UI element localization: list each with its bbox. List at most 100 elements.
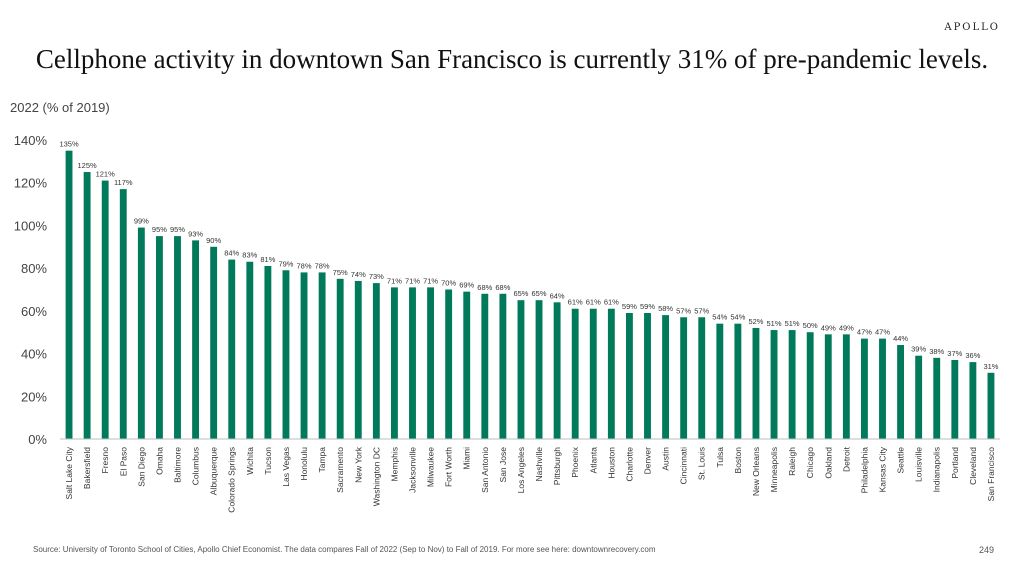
value-label: 125%	[78, 161, 98, 170]
x-tick-label: Bakersfield	[82, 447, 92, 489]
bar	[553, 302, 561, 439]
x-tick-label: Portland	[950, 447, 960, 479]
bar	[680, 317, 688, 439]
x-tick-label: Oakland	[823, 447, 833, 479]
value-label: 68%	[495, 283, 510, 292]
x-tick-label: San Diego	[136, 447, 146, 487]
x-tick-labels: Salt Lake City Bakersfield Fresno El Paso Sa…	[64, 446, 996, 512]
value-labels: 135%125%121%117%99%95% 95% 93%90%84% 83% 81%…	[59, 140, 998, 371]
bar	[300, 272, 308, 439]
bar	[65, 150, 73, 439]
bar	[282, 270, 290, 439]
x-tick-label: Boston	[733, 447, 743, 474]
y-tick-label: 20%	[21, 389, 47, 404]
bars	[65, 150, 995, 440]
value-label: 90%	[206, 236, 221, 245]
value-label: 95%	[152, 225, 167, 234]
bar	[155, 236, 163, 439]
value-label: 81%	[260, 255, 275, 264]
value-label: 99%	[134, 217, 149, 226]
x-tick-label: Phoenix	[570, 446, 580, 477]
x-tick-label: Kansas City	[878, 446, 888, 492]
bar	[445, 289, 453, 439]
x-tick-label: Raleigh	[787, 447, 797, 476]
y-tick-label: 0%	[28, 432, 47, 447]
bar	[589, 308, 597, 439]
x-tick-label: Washington DC	[371, 447, 381, 506]
x-tick-label: Omaha	[154, 447, 164, 475]
x-tick-label: Philadelphia	[859, 447, 869, 494]
value-label: 71%	[387, 276, 402, 285]
source-note: Source: University of Toronto School of …	[33, 545, 656, 554]
bar	[372, 283, 380, 439]
value-label: 47%	[857, 328, 872, 337]
bar	[354, 280, 362, 439]
x-tick-label: Fort Worth	[444, 447, 454, 487]
bar	[427, 287, 435, 439]
value-label: 47%	[875, 328, 890, 337]
x-tick-label: Seattle	[896, 447, 906, 474]
x-tick-label: San Francisco	[986, 447, 996, 502]
x-tick-label: Pittsburgh	[552, 447, 562, 486]
x-tick-label: San Jose	[498, 447, 508, 483]
x-tick-label: Colorado Springs	[227, 447, 237, 513]
x-tick-label: El Paso	[118, 447, 128, 477]
x-tick-label: Las Vegas	[281, 447, 291, 487]
x-tick-label: Denver	[643, 447, 653, 475]
value-label: 37%	[947, 349, 962, 358]
value-label: 117%	[114, 178, 133, 187]
bar	[318, 272, 326, 439]
x-tick-label: Chicago	[805, 447, 815, 478]
value-label: 54%	[712, 313, 727, 322]
x-tick-label: Tucson	[263, 447, 273, 475]
bar	[571, 308, 579, 439]
value-label: 54%	[730, 313, 745, 322]
x-tick-label: San Antonio	[480, 447, 490, 493]
value-label: 57%	[676, 306, 691, 315]
value-label: 69%	[459, 281, 474, 290]
x-tick-label: Fresno	[100, 447, 110, 474]
x-tick-label: Albuquerque	[209, 447, 219, 495]
x-tick-label: Honolulu	[299, 447, 309, 481]
bar	[119, 189, 127, 439]
bar	[951, 359, 959, 439]
bar	[336, 278, 344, 439]
bar	[210, 246, 218, 439]
value-label: 65%	[513, 289, 528, 298]
bar	[824, 334, 832, 439]
value-label: 49%	[821, 323, 836, 332]
value-label: 59%	[640, 302, 655, 311]
value-label: 71%	[423, 276, 438, 285]
x-tick-label: St. Louis	[697, 447, 707, 480]
value-label: 65%	[532, 289, 547, 298]
y-tick-label: 100%	[14, 218, 48, 233]
page-number: 249	[978, 545, 994, 555]
x-tick-label: Columbus	[191, 447, 201, 485]
y-axis-label: 2022 (% of 2019)	[10, 100, 110, 115]
bar	[698, 317, 706, 439]
value-label: 52%	[748, 317, 763, 326]
x-tick-label: Tulsa	[715, 447, 725, 468]
x-tick-label: Salt Lake City	[64, 446, 74, 499]
bar	[752, 327, 760, 439]
value-label: 36%	[965, 351, 980, 360]
x-tick-label: Sacramento	[335, 447, 345, 493]
bar	[83, 172, 91, 440]
brand-logo: APOLLO	[944, 22, 1000, 33]
value-label: 31%	[983, 362, 998, 371]
x-tick-label: Louisville	[914, 447, 924, 482]
x-tick-label: Charlotte	[624, 447, 634, 482]
bar	[933, 357, 941, 439]
value-label: 93%	[188, 229, 203, 238]
value-label: 74%	[351, 270, 366, 279]
value-label: 135%	[59, 140, 79, 149]
x-tick-label: Austin	[661, 447, 671, 471]
value-label: 84%	[224, 249, 239, 258]
y-tick-label: 40%	[21, 347, 47, 362]
value-label: 57%	[694, 306, 709, 315]
bar	[806, 332, 814, 439]
value-label: 59%	[622, 302, 637, 311]
bar	[987, 372, 995, 439]
x-tick-label: Houston	[606, 447, 616, 479]
y-tick-label: 80%	[21, 261, 47, 276]
